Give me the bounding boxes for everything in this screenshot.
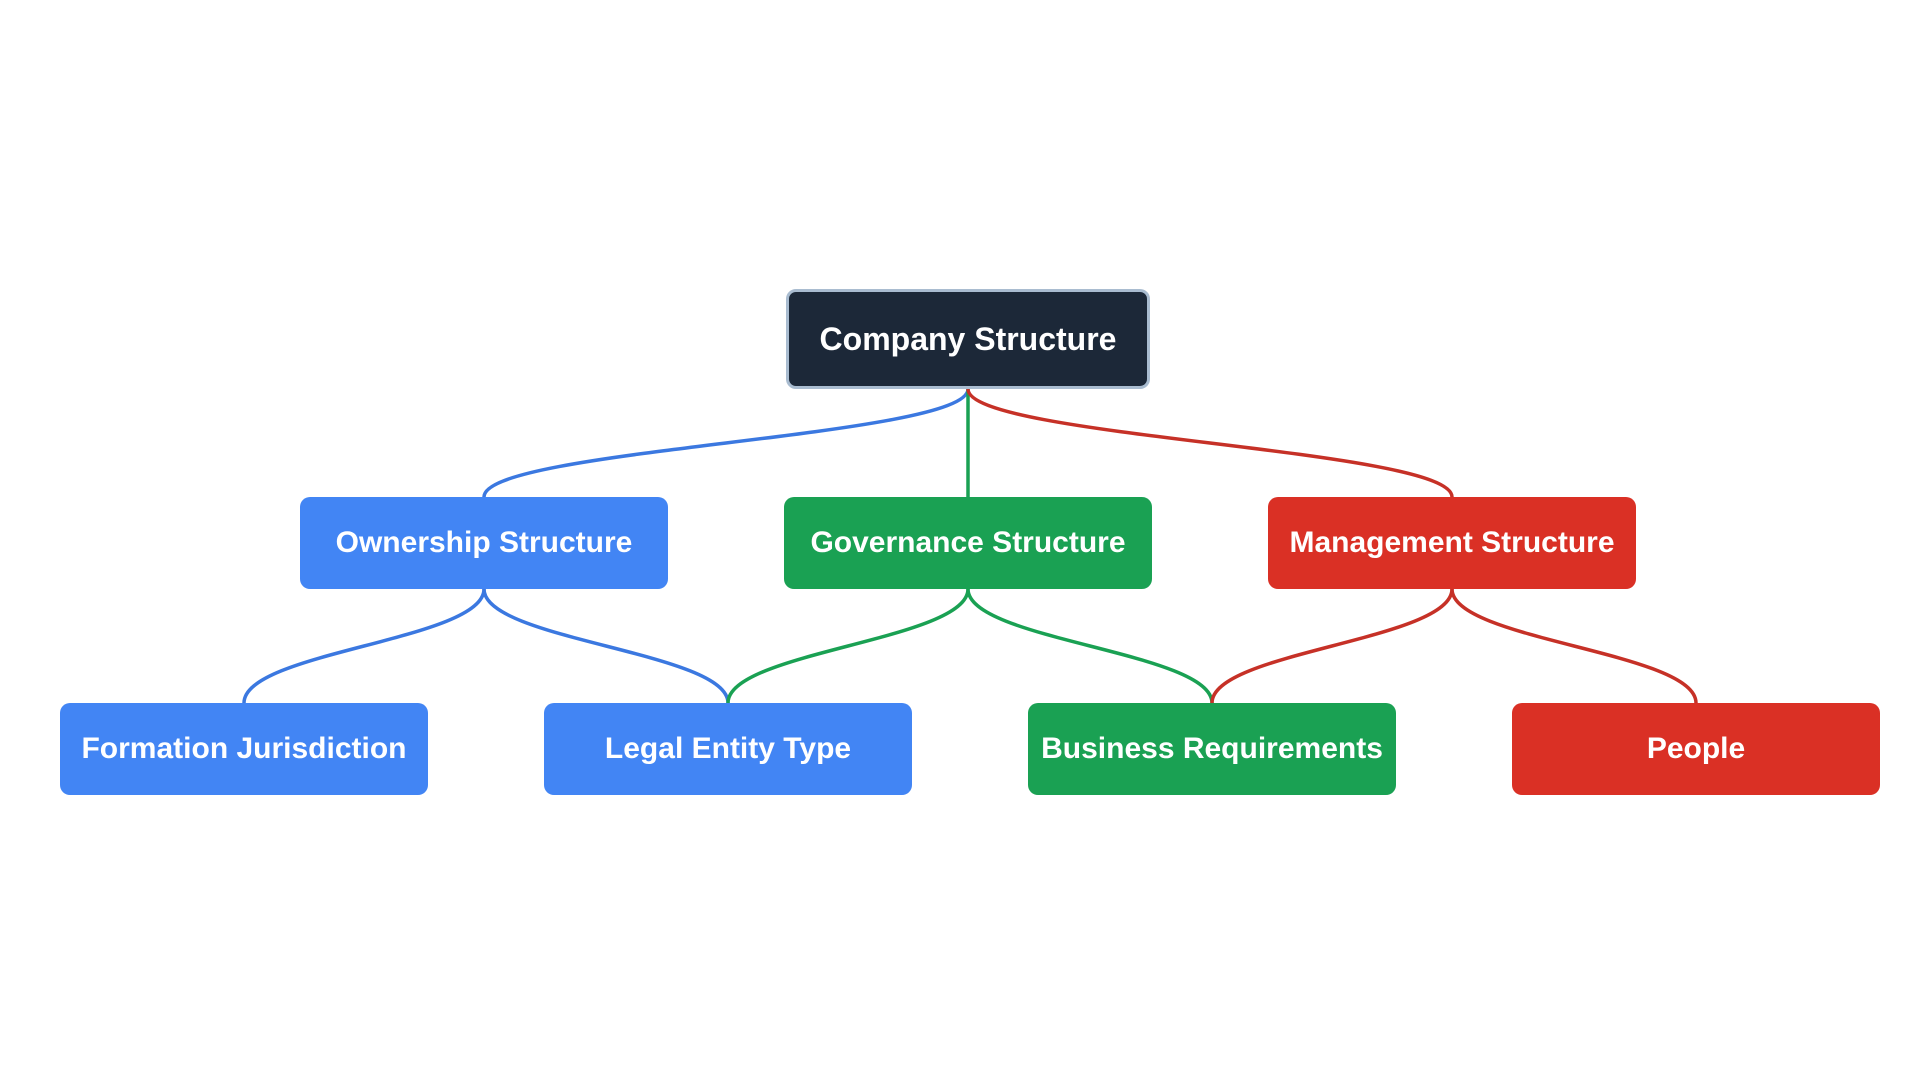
node-legal: Legal Entity Type <box>544 703 912 795</box>
edge-governance-legal <box>728 589 968 703</box>
edge-governance-bizreq <box>968 589 1212 703</box>
node-label: Ownership Structure <box>336 526 633 560</box>
node-people: People <box>1512 703 1880 795</box>
edge-ownership-legal <box>484 589 728 703</box>
node-label: Company Structure <box>820 321 1117 358</box>
edge-ownership-formation <box>244 589 484 703</box>
node-ownership: Ownership Structure <box>300 497 668 589</box>
edge-management-bizreq <box>1212 589 1452 703</box>
node-label: Formation Jurisdiction <box>81 732 406 766</box>
node-label: Management Structure <box>1289 526 1614 560</box>
edge-root-management <box>968 389 1452 497</box>
node-label: Legal Entity Type <box>605 732 851 766</box>
node-formation: Formation Jurisdiction <box>60 703 428 795</box>
node-label: Governance Structure <box>810 526 1125 560</box>
node-label: People <box>1647 732 1745 766</box>
diagram-stage: Company Structure Ownership Structure Go… <box>0 0 1920 1080</box>
node-governance: Governance Structure <box>784 497 1152 589</box>
node-bizreq: Business Requirements <box>1028 703 1396 795</box>
node-management: Management Structure <box>1268 497 1636 589</box>
edge-management-people <box>1452 589 1696 703</box>
node-label: Business Requirements <box>1041 732 1383 766</box>
edge-root-ownership <box>484 389 968 497</box>
node-root: Company Structure <box>786 289 1150 389</box>
